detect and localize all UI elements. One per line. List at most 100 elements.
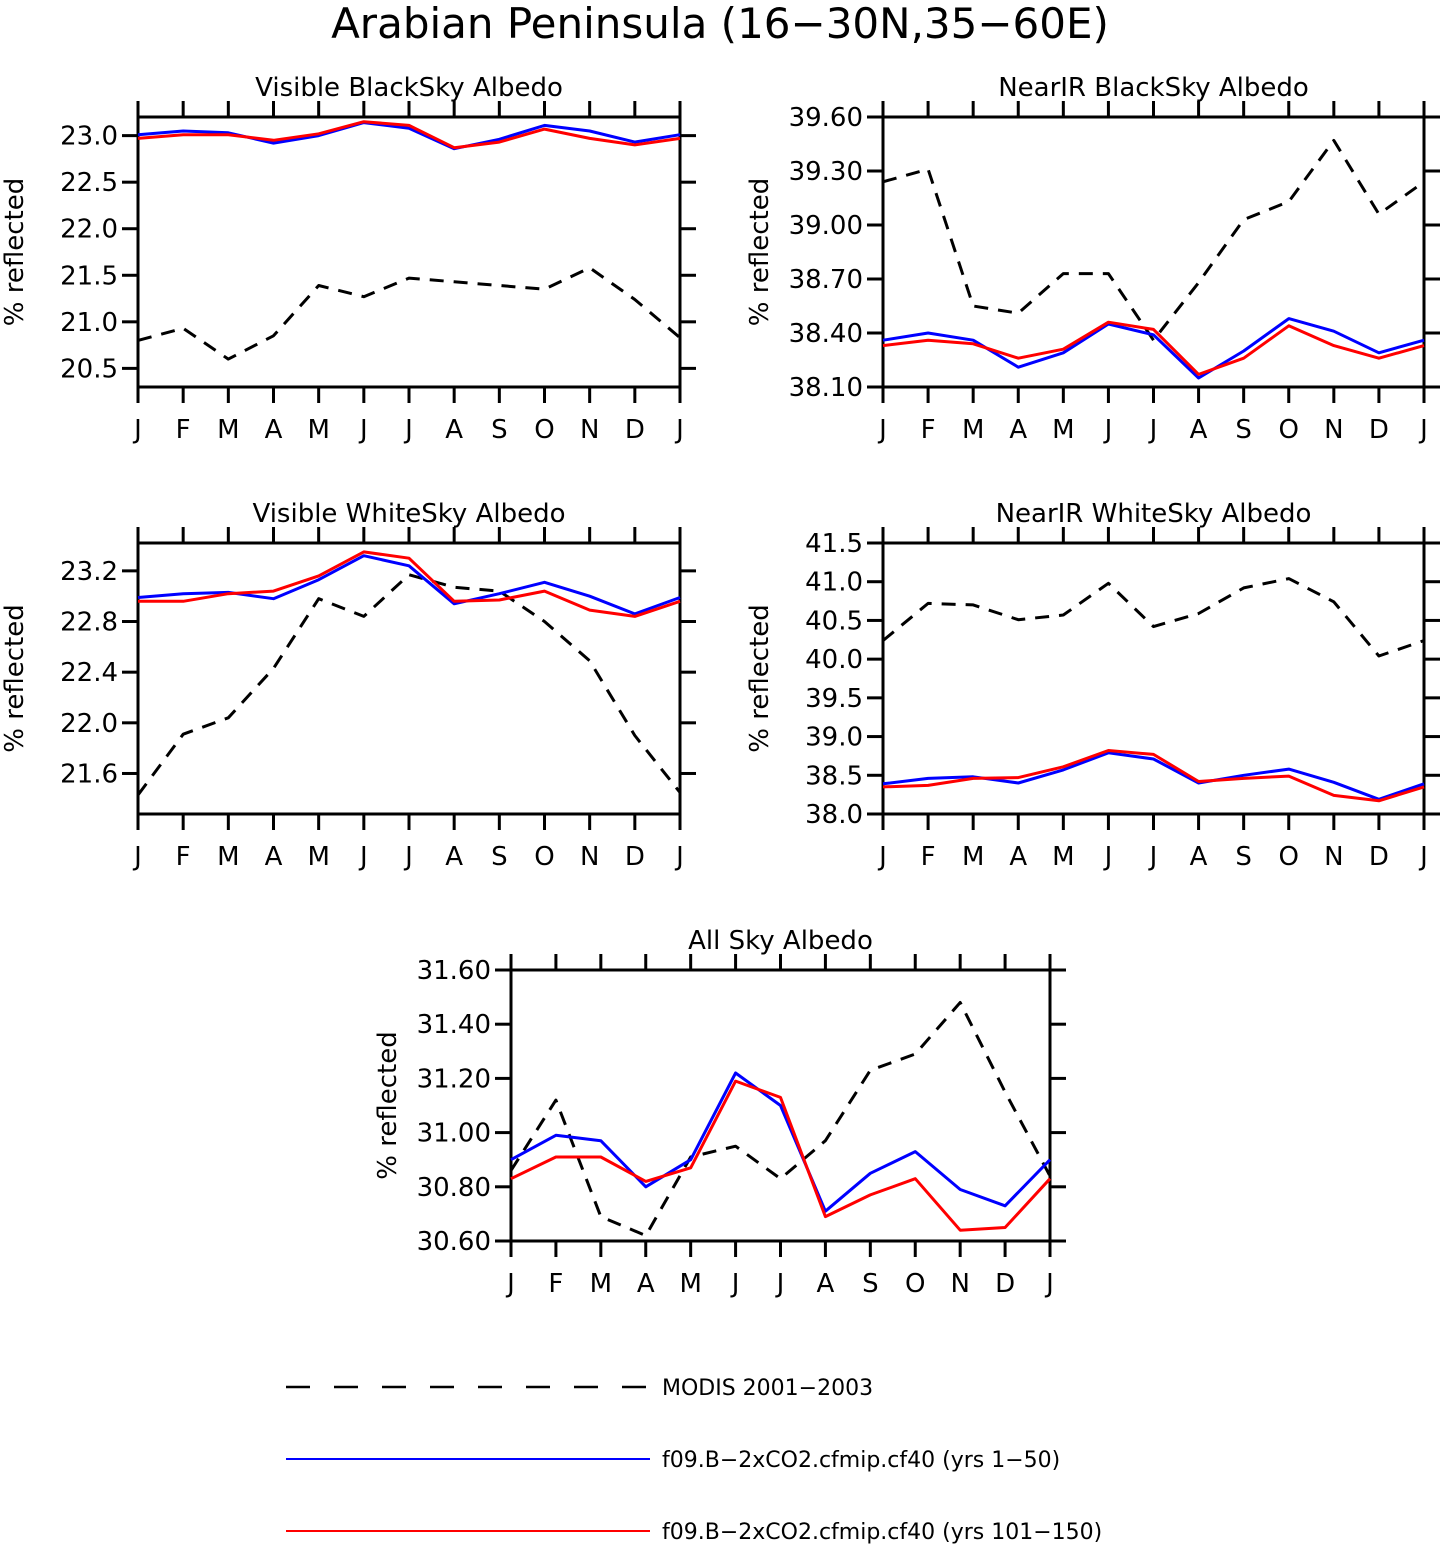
x-tick-label: O [905,1269,925,1299]
series-line-yrs-101-150 [138,550,681,618]
series-line-yrs-1-50 [510,1071,1052,1213]
x-tick-label: J [1418,842,1428,872]
y-tick-label: 30.60 [417,1227,491,1257]
y-tick-label: 22.0 [60,215,118,245]
x-tick-label: J [877,842,887,872]
y-tick-label: 38.40 [789,319,863,349]
x-tick-label: A [1009,842,1027,872]
x-tick-label: A [1190,415,1208,445]
x-tick-label: D [625,842,645,872]
x-tick-label: M [217,415,239,445]
y-tick-label: 38.70 [789,265,863,295]
x-tick-label: A [265,842,283,872]
x-tick-label: A [1190,842,1208,872]
y-tick-label: 39.00 [789,211,863,241]
series-line-yrs-1-50 [882,751,1425,801]
y-tick-label: 40.0 [805,645,863,675]
series-line-modis [509,1001,1052,1238]
x-tick-label: J [358,415,368,445]
y-tick-label: 22.8 [60,608,118,638]
series-line-yrs-1-50 [137,121,681,151]
x-tick-label: J [775,1269,785,1299]
x-tick-label: D [625,415,645,445]
y-axis-label: % reflected [0,604,30,752]
x-tick-label: M [962,842,984,872]
series-line-yrs-101-150 [510,1079,1052,1232]
figure-title: Arabian Peninsula (16−30N,35−60E) [331,0,1109,48]
y-tick-label: 40.5 [805,606,863,636]
y-tick-label: 21.5 [60,261,118,291]
legend-label: f09.B−2xCO2.cfmip.cf40 (yrs 1−50) [662,1448,1060,1473]
x-tick-label: O [1279,842,1299,872]
x-tick-label: F [548,1269,563,1299]
x-tick-label: F [921,842,936,872]
y-tick-label: 21.0 [60,308,118,338]
x-tick-label: J [1148,415,1158,445]
y-tick-label: 41.5 [805,529,863,559]
y-tick-label: 21.6 [60,759,118,789]
y-tick-label: 31.00 [417,1119,491,1149]
series-line-yrs-1-50 [882,317,1425,380]
x-tick-label: J [358,842,368,872]
y-tick-label: 22.4 [60,658,118,688]
series-line-modis [882,577,1425,658]
y-tick-label: 22.5 [60,168,118,198]
x-tick-label: M [679,1269,701,1299]
x-tick-label: J [877,415,887,445]
panel-title: Visible BlackSky Albedo [255,73,563,103]
y-tick-label: 30.80 [417,1173,491,1203]
x-tick-label: O [1279,415,1299,445]
x-tick-label: O [534,842,554,872]
x-tick-label: M [1052,842,1074,872]
x-tick-label: A [265,415,283,445]
x-tick-label: M [307,415,329,445]
x-tick-label: J [1103,415,1113,445]
y-axis-label: % reflected [373,1031,403,1179]
x-tick-label: J [403,842,413,872]
x-tick-label: M [307,842,329,872]
x-tick-label: M [217,842,239,872]
x-tick-label: S [491,415,508,445]
y-axis-label: % reflected [745,604,775,752]
x-tick-label: J [1148,842,1158,872]
x-tick-label: J [674,415,684,445]
x-tick-label: J [403,415,413,445]
x-tick-label: O [534,415,554,445]
x-tick-label: D [1369,842,1389,872]
series-line-modis [136,573,682,796]
y-tick-label: 41.0 [805,568,863,598]
y-tick-label: 39.30 [789,157,863,187]
x-tick-label: N [580,415,599,445]
x-tick-label: F [176,415,191,445]
y-tick-label: 31.20 [417,1064,491,1094]
series-line-yrs-101-150 [137,120,681,150]
x-tick-label: F [176,842,191,872]
x-tick-label: D [1369,415,1389,445]
y-tick-label: 39.5 [805,684,863,714]
x-tick-label: A [1009,415,1027,445]
x-tick-label: S [1235,415,1252,445]
x-tick-label: S [1235,842,1252,872]
y-tick-label: 23.0 [60,122,118,152]
x-tick-label: S [491,842,508,872]
x-tick-label: N [950,1269,969,1299]
y-tick-label: 38.5 [805,761,863,791]
y-tick-label: 39.60 [789,103,863,133]
x-tick-label: A [637,1269,655,1299]
x-tick-label: M [1052,415,1074,445]
x-tick-label: J [1103,842,1113,872]
x-tick-label: S [862,1269,879,1299]
plot-frame [136,115,682,389]
x-tick-label: J [132,842,142,872]
legend: MODIS 2001−2003 f09.B−2xCO2.cfmip.cf40 (y… [286,1376,1102,1545]
x-tick-label: J [1044,1269,1054,1299]
y-axis-label: % reflected [745,178,775,326]
panel-title: NearIR WhiteSky Albedo [996,499,1312,529]
x-tick-label: J [730,1269,740,1299]
